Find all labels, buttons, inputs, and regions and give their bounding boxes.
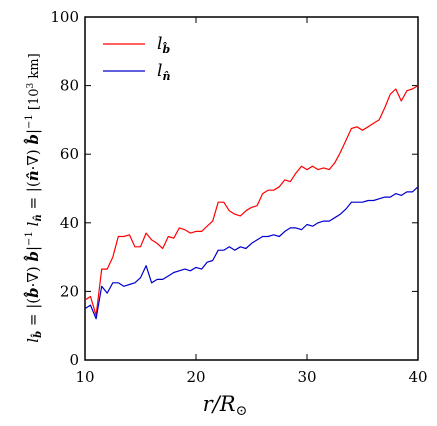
plot-frame [84, 16, 419, 361]
y-tick-label: 100 [50, 8, 79, 26]
x-tick-label: 10 [75, 368, 94, 386]
x-tick-label: 40 [408, 368, 427, 386]
x-axis-label: r/R⊙ [203, 392, 248, 419]
y-tick-label: 60 [60, 145, 79, 163]
y-axis-label: lb̂ = |(b̂·∇) b̂|−1 ln̂ = |(n̂·∇) b̂|−1 … [23, 53, 44, 342]
y-tick-label: 40 [60, 214, 79, 232]
series-line-ln [84, 186, 419, 320]
y-tick-label: 80 [60, 77, 79, 95]
x-tick-label: 20 [186, 368, 205, 386]
legend-label-lb: lb̂ [157, 34, 170, 56]
y-tick-label: 20 [60, 282, 79, 300]
axis-ticks: 10 20 30 40 0 20 40 60 80 100 [50, 8, 427, 386]
svg-text:lb̂ = |(b̂·∇) b̂|−1 ln̂ = |: lb̂ = |(b̂·∇) b̂|−1 ln̂ = |(n̂·∇) b̂|−1 … [23, 53, 44, 342]
x-tick-label: 30 [297, 368, 316, 386]
series-group [84, 85, 419, 320]
legend-label-ln: ln̂ [157, 61, 170, 83]
y-tick-label: 0 [69, 351, 79, 369]
series-line-lb [84, 85, 419, 316]
legend: lb̂ ln̂ [103, 34, 170, 83]
